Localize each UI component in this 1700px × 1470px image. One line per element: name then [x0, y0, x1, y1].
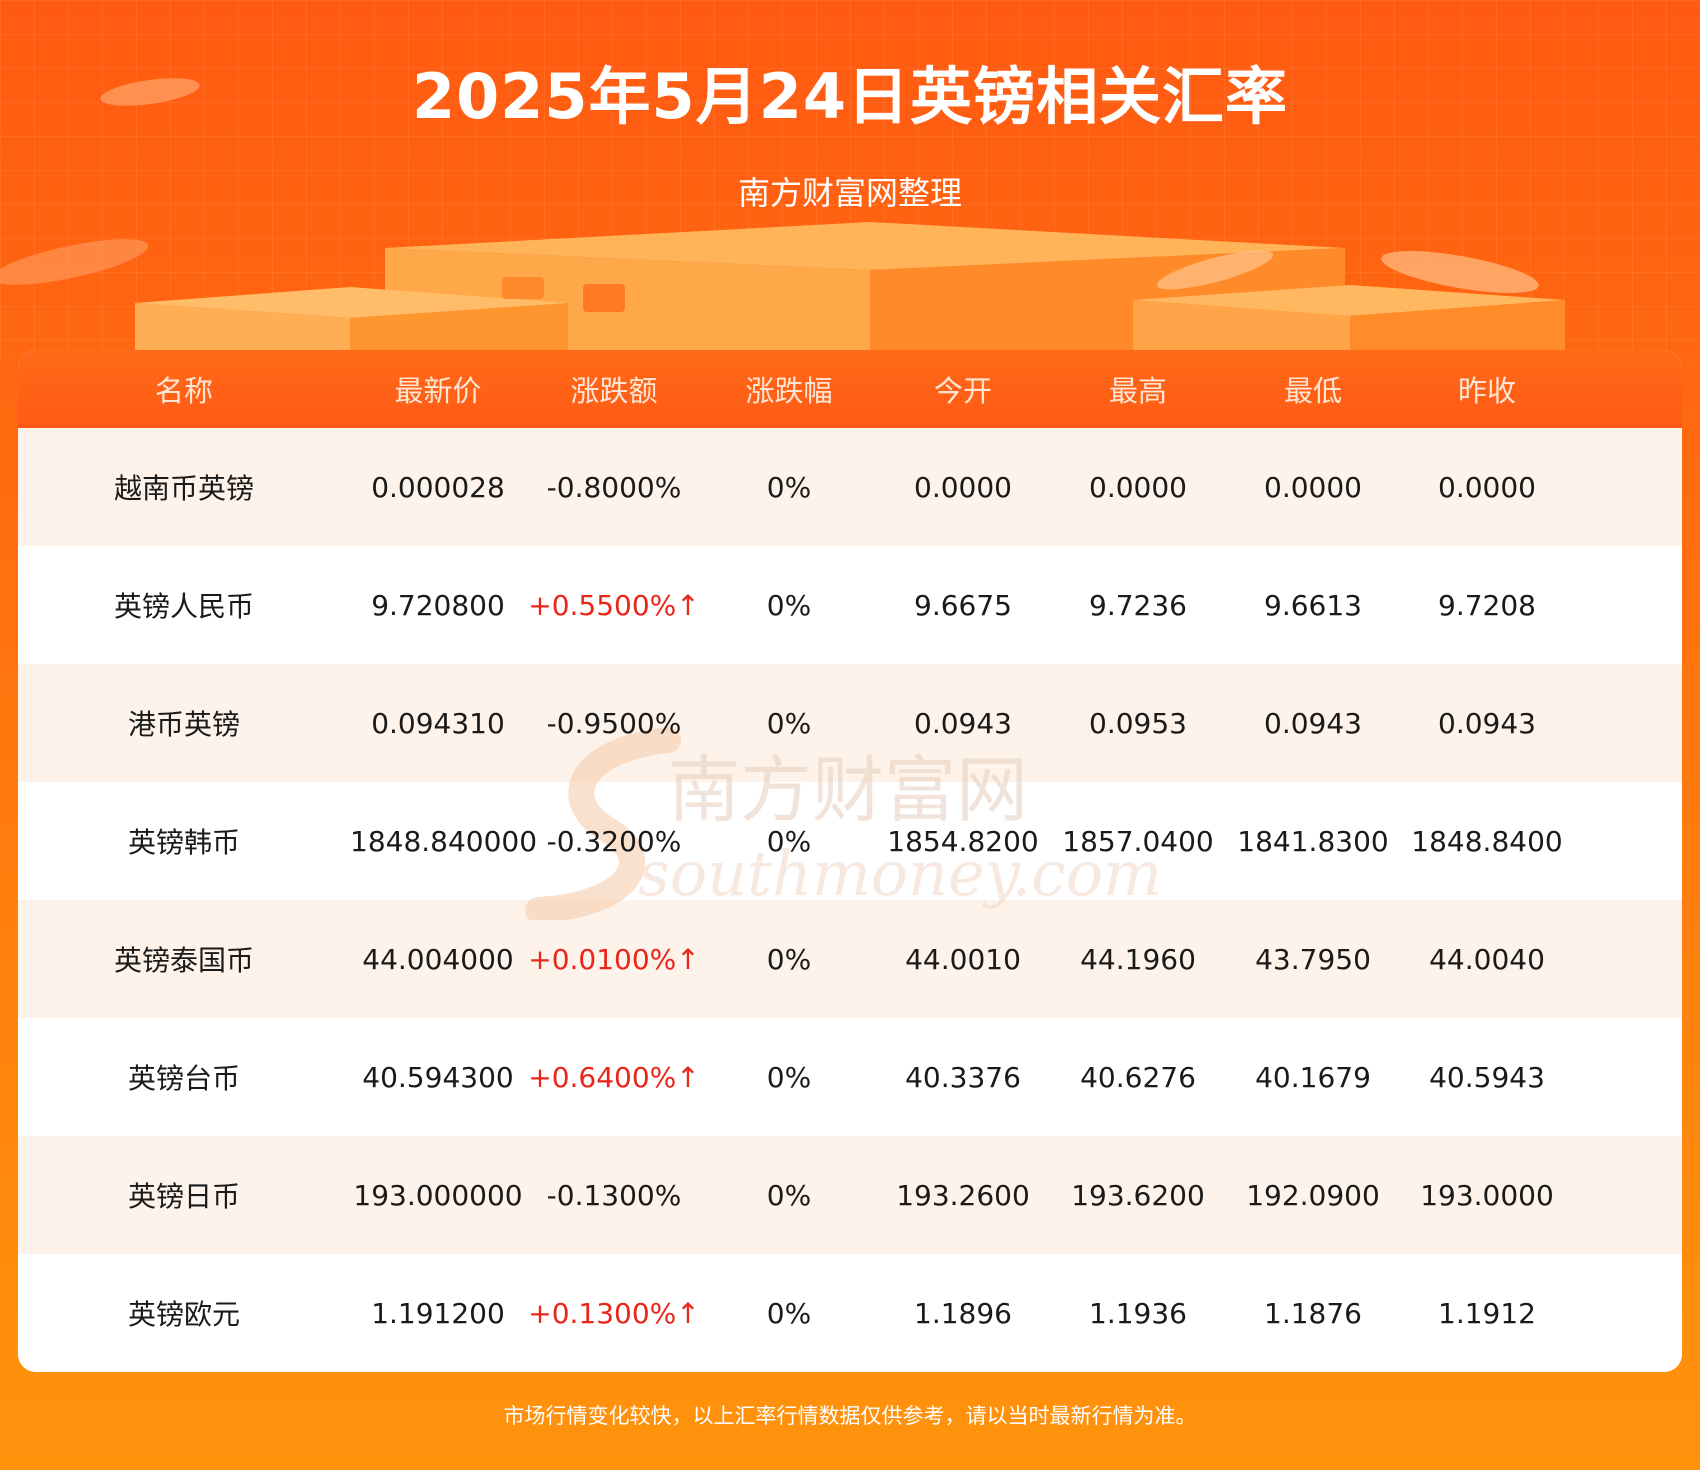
column-header-latest: 最新价: [394, 374, 482, 408]
cell-prev-close: 1848.8400: [1411, 824, 1563, 858]
page-title: 2025年5月24日英镑相关汇率: [412, 60, 1288, 133]
cell-low: 9.6613: [1264, 588, 1362, 622]
cell-change: +0.5500%↑: [528, 588, 700, 622]
cell-change-pct: 0%: [766, 706, 812, 740]
column-header-change-pct: 涨跌幅: [745, 374, 833, 408]
background-stage-decoration: [0, 78, 1565, 360]
cell-name: 英镑韩币: [127, 826, 240, 859]
table-row: 英镑日币 193.000000 -0.1300% 0% 193.2600 193…: [18, 1136, 1682, 1254]
cell-change: +0.0100%↑: [528, 942, 700, 976]
cell-open: 0.0000: [914, 470, 1012, 504]
cell-high: 9.7236: [1089, 588, 1187, 622]
cell-change: -0.3200%: [546, 824, 682, 858]
cell-prev-close: 44.0040: [1429, 942, 1545, 976]
cell-prev-close: 0.0943: [1438, 706, 1536, 740]
cell-latest: 193.000000: [353, 1178, 523, 1212]
cell-high: 0.0000: [1089, 470, 1187, 504]
disclaimer-footer: 市场行情变化较快，以上汇率行情数据仅供参考，请以当时最新行情为准。: [503, 1404, 1197, 1428]
table-header-row: 名称 最新价 涨跌额 涨跌幅 今开 最高 最低 昨收: [18, 350, 1682, 428]
cell-high: 193.6200: [1071, 1178, 1205, 1212]
cell-change-pct: 0%: [766, 824, 812, 858]
cell-high: 40.6276: [1080, 1060, 1196, 1094]
cell-open: 1854.8200: [887, 824, 1039, 858]
cell-change: -0.8000%: [546, 470, 682, 504]
cell-low: 1841.8300: [1237, 824, 1389, 858]
cell-high: 1.1936: [1089, 1296, 1187, 1330]
cell-prev-close: 193.0000: [1420, 1178, 1554, 1212]
cell-name: 英镑日币: [127, 1180, 240, 1213]
table-row: 英镑韩币 1848.840000 -0.3200% 0% 1854.8200 1…: [18, 782, 1682, 900]
rates-table: 名称 最新价 涨跌额 涨跌幅 今开 最高 最低 昨收 越南币英镑 0.00002…: [18, 350, 1682, 1372]
cell-name: 港币英镑: [127, 708, 240, 741]
cell-latest: 44.004000: [362, 942, 514, 976]
cell-open: 44.0010: [905, 942, 1021, 976]
cell-open: 9.6675: [914, 588, 1012, 622]
page-subtitle: 南方财富网整理: [737, 174, 962, 212]
table-row: 英镑泰国币 44.004000 +0.0100%↑ 0% 44.0010 44.…: [18, 900, 1682, 1018]
cell-low: 1.1876: [1264, 1296, 1362, 1330]
cell-low: 192.0900: [1246, 1178, 1380, 1212]
cell-change-pct: 0%: [766, 1296, 812, 1330]
column-header-high: 最高: [1108, 374, 1167, 408]
cell-name: 越南币英镑: [113, 472, 254, 505]
column-header-name: 名称: [154, 374, 213, 408]
cell-latest: 1.191200: [371, 1296, 505, 1330]
cell-change: -0.1300%: [546, 1178, 682, 1212]
cell-latest: 9.720800: [371, 588, 505, 622]
cell-prev-close: 1.1912: [1438, 1296, 1536, 1330]
cell-open: 0.0943: [914, 706, 1012, 740]
cell-prev-close: 0.0000: [1438, 470, 1536, 504]
cell-name: 英镑泰国币: [113, 944, 254, 977]
column-header-open: 今开: [933, 374, 992, 408]
cell-low: 40.1679: [1255, 1060, 1371, 1094]
table-row: 英镑欧元 1.191200 +0.1300%↑ 0% 1.1896 1.1936…: [18, 1254, 1682, 1372]
cell-open: 1.1896: [914, 1296, 1012, 1330]
table-row: 英镑人民币 9.720800 +0.5500%↑ 0% 9.6675 9.723…: [18, 546, 1682, 664]
cell-latest: 1848.840000: [350, 824, 538, 858]
cell-change-pct: 0%: [766, 470, 812, 504]
cell-high: 0.0953: [1089, 706, 1187, 740]
cell-change-pct: 0%: [766, 942, 812, 976]
cell-change-pct: 0%: [766, 1178, 812, 1212]
cell-change: -0.9500%: [546, 706, 682, 740]
cell-open: 193.2600: [896, 1178, 1030, 1212]
column-header-low: 最低: [1283, 374, 1342, 408]
cell-name: 英镑人民币: [113, 590, 254, 623]
cell-prev-close: 40.5943: [1429, 1060, 1545, 1094]
cell-change-pct: 0%: [766, 588, 812, 622]
table-row: 越南币英镑 0.000028 -0.8000% 0% 0.0000 0.0000…: [18, 428, 1682, 546]
cell-low: 0.0000: [1264, 470, 1362, 504]
cell-high: 1857.0400: [1062, 824, 1214, 858]
cell-low: 43.7950: [1255, 942, 1371, 976]
cell-name: 英镑欧元: [127, 1298, 240, 1331]
cell-latest: 40.594300: [362, 1060, 514, 1094]
cell-prev-close: 9.7208: [1438, 588, 1536, 622]
cell-name: 英镑台币: [127, 1062, 240, 1095]
column-header-change: 涨跌额: [570, 374, 658, 408]
cell-open: 40.3376: [905, 1060, 1021, 1094]
table-row: 港币英镑 0.094310 -0.9500% 0% 0.0943 0.0953 …: [18, 664, 1682, 782]
cell-latest: 0.094310: [371, 706, 505, 740]
cell-high: 44.1960: [1080, 942, 1196, 976]
cell-change: +0.1300%↑: [528, 1296, 700, 1330]
cell-low: 0.0943: [1264, 706, 1362, 740]
table-row: 英镑台币 40.594300 +0.6400%↑ 0% 40.3376 40.6…: [18, 1018, 1682, 1136]
column-header-prev-close: 昨收: [1457, 374, 1516, 408]
cell-change: +0.6400%↑: [528, 1060, 700, 1094]
cell-latest: 0.000028: [371, 470, 505, 504]
cell-change-pct: 0%: [766, 1060, 812, 1094]
